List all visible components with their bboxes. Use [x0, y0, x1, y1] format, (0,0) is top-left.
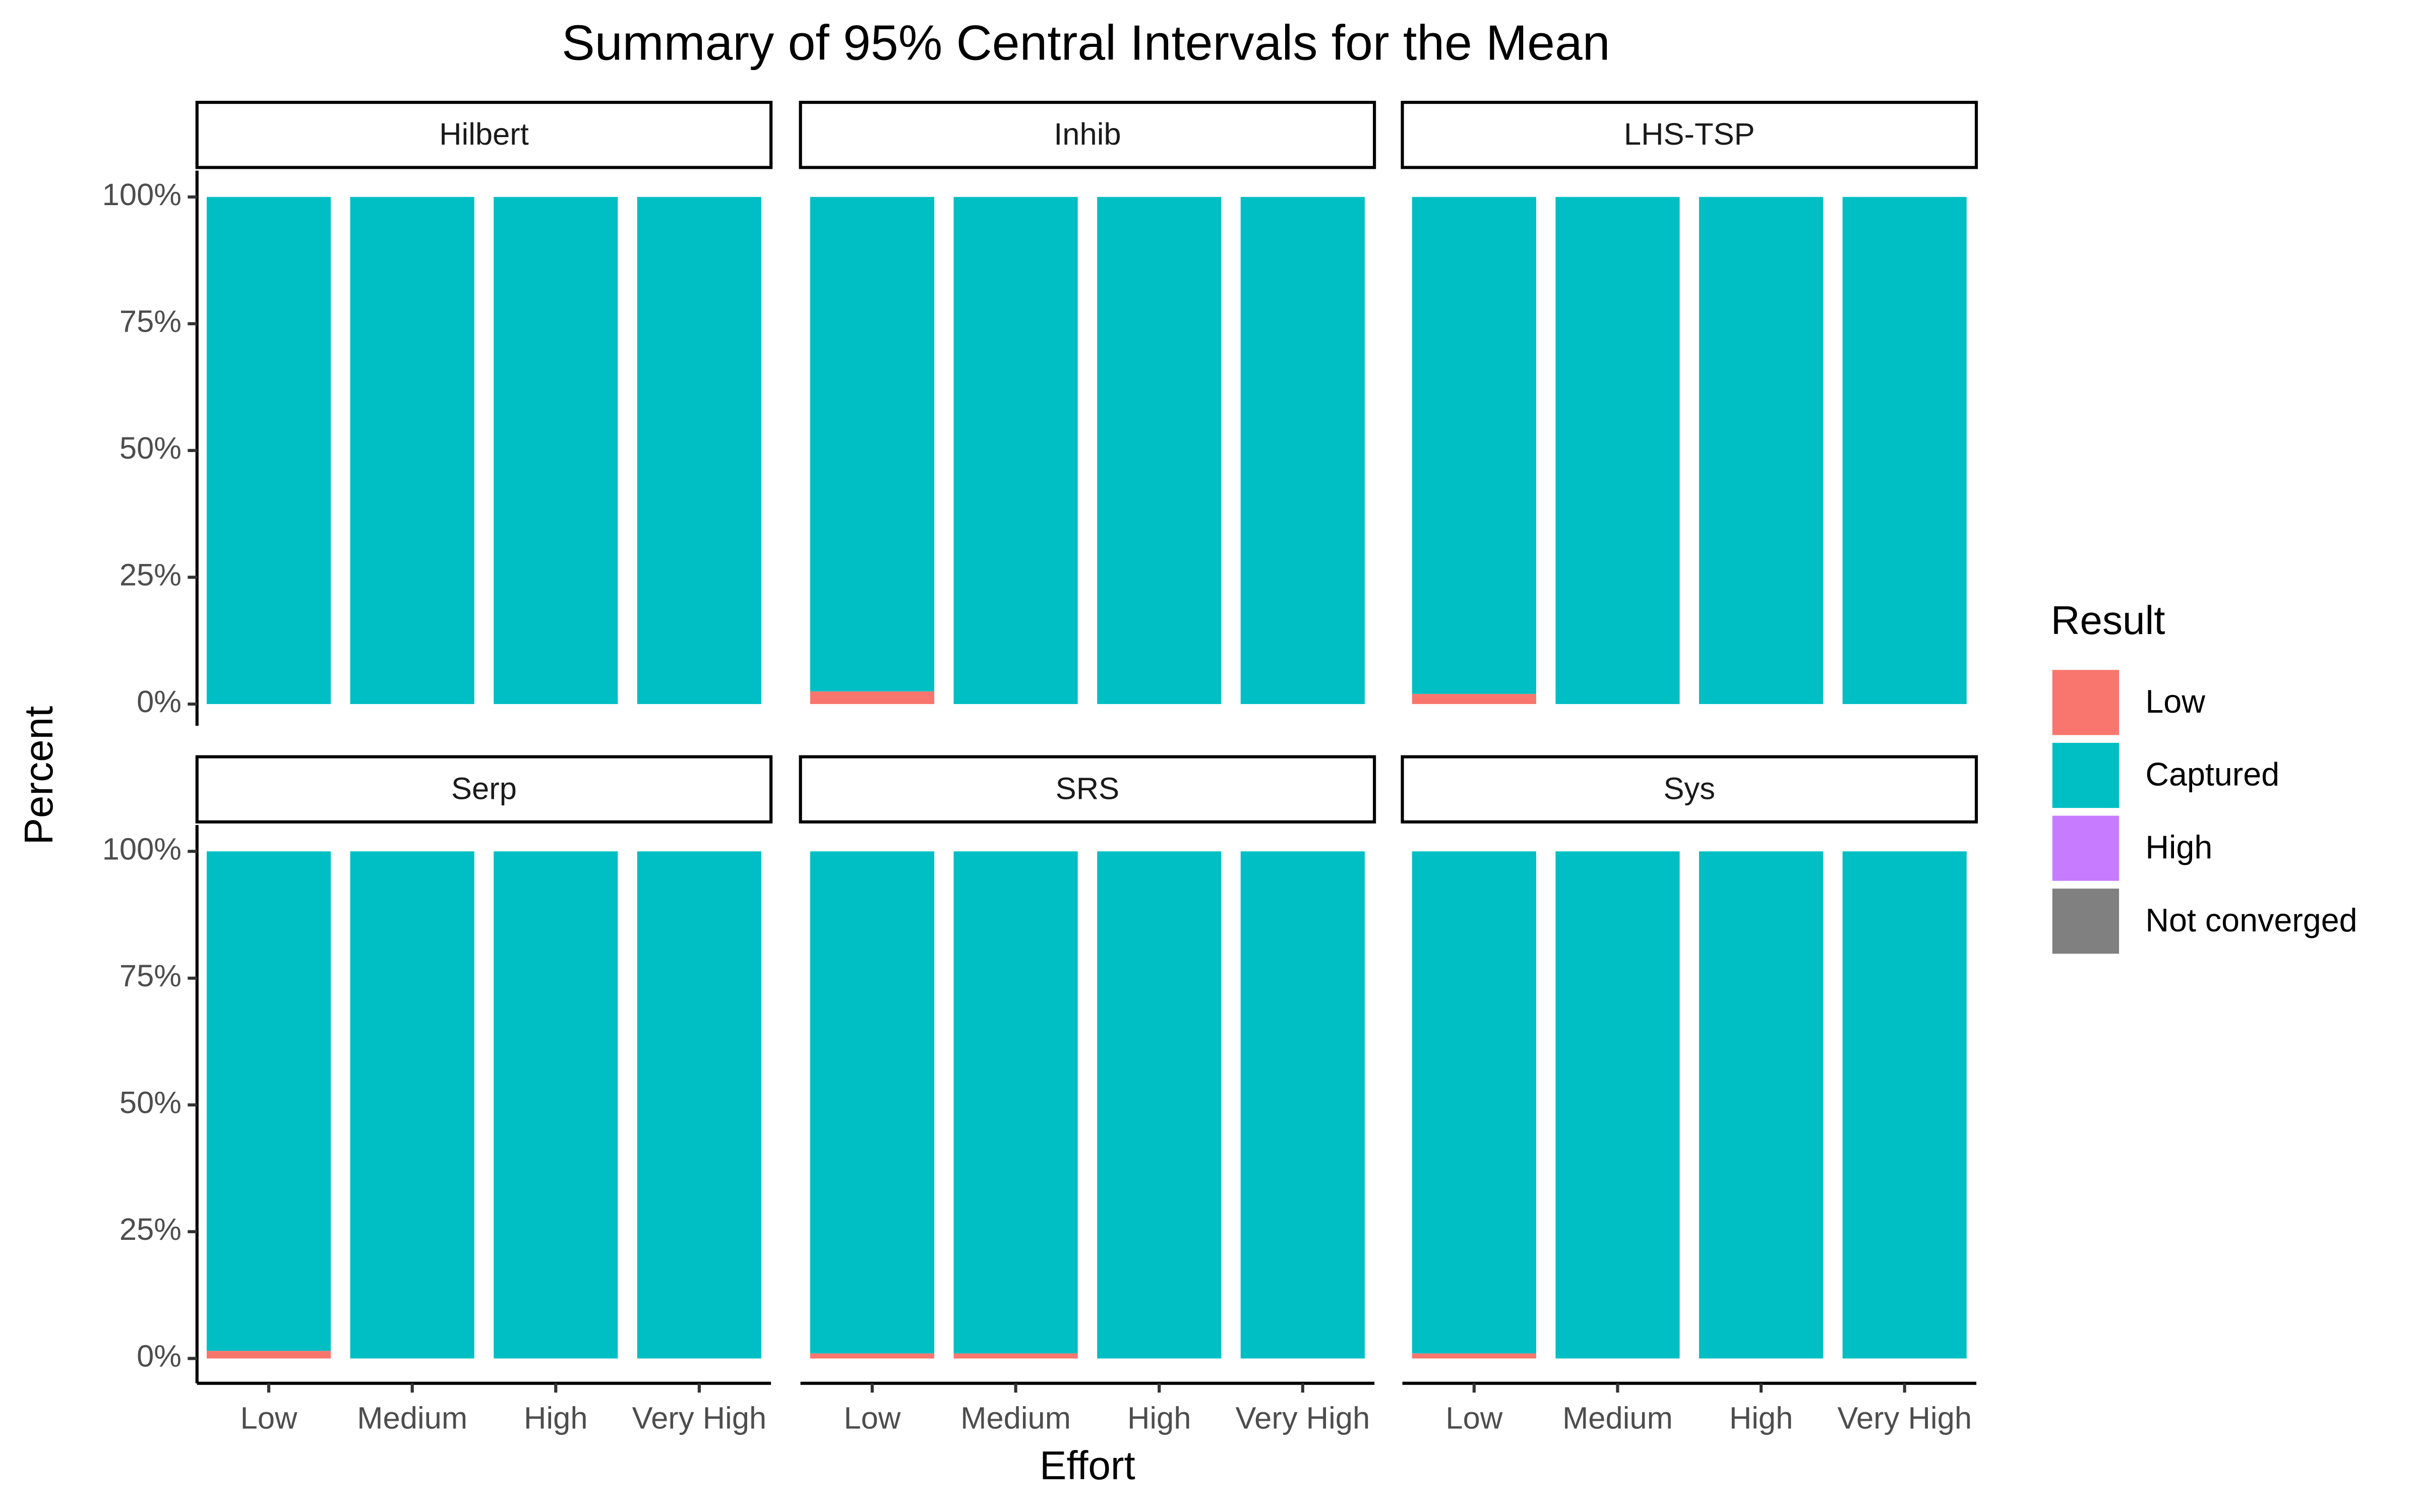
x-tick-label: High	[524, 1401, 588, 1436]
bar-segment	[494, 851, 618, 1359]
bar-segment	[1412, 197, 1536, 694]
strip-label: Serp	[451, 771, 517, 806]
y-tick-label: 75%	[119, 304, 182, 339]
bar-segment	[810, 691, 935, 704]
y-tick-label: 0%	[137, 684, 182, 719]
x-tick-label: Very High	[1235, 1401, 1370, 1436]
x-tick-label: Low	[1445, 1401, 1502, 1436]
bar-segment	[1699, 851, 1824, 1359]
bar-segment	[207, 1351, 331, 1359]
y-tick-label: 50%	[119, 1086, 182, 1120]
legend-label: Captured	[2145, 757, 2279, 793]
strip-label: Inhib	[1054, 117, 1121, 152]
bar-segment	[810, 851, 935, 1354]
bar-segment	[1412, 694, 1536, 704]
bar-segment	[1412, 851, 1536, 1354]
bar-segment	[953, 851, 1078, 1354]
bar-segment	[953, 197, 1078, 704]
y-axis-title: Percent	[16, 706, 61, 845]
bar-segment	[1842, 197, 1967, 704]
strip	[195, 755, 773, 824]
strip	[799, 101, 1376, 169]
bar-segment	[1097, 851, 1222, 1359]
bar-segment	[1097, 197, 1222, 704]
x-tick-label: Medium	[1562, 1401, 1673, 1436]
x-tick-label: Medium	[357, 1401, 467, 1436]
bar-segment	[1699, 197, 1824, 704]
legend-label: High	[2145, 829, 2212, 865]
x-tick-label: High	[1729, 1401, 1793, 1436]
bar-segment	[350, 197, 474, 704]
strip-label: Hilbert	[439, 117, 529, 152]
x-tick-label: Medium	[960, 1401, 1071, 1436]
y-tick-label: 100%	[102, 832, 182, 866]
bar-segment	[1555, 851, 1680, 1359]
bar-segment	[494, 197, 618, 704]
strip	[799, 755, 1376, 824]
legend-key	[2052, 670, 2120, 735]
chart-title: Summary of 95% Central Intervals for the…	[562, 15, 1610, 70]
legend-title: Result	[2051, 598, 2165, 643]
bar-segment	[810, 197, 935, 691]
x-tick-label: Low	[240, 1401, 297, 1436]
bar-segment	[1842, 851, 1967, 1359]
bar-segment	[810, 1353, 935, 1359]
legend-key	[2052, 742, 2120, 808]
legend-key	[2052, 889, 2120, 954]
bar-segment	[207, 851, 331, 1351]
bar-segment	[1240, 851, 1365, 1359]
strip-label: Sys	[1663, 771, 1715, 806]
strip	[195, 101, 773, 169]
y-tick-label: 50%	[119, 431, 182, 466]
strip	[1401, 101, 1978, 169]
x-tick-label: High	[1127, 1401, 1191, 1436]
x-axis-title: Effort	[1040, 1443, 1135, 1488]
bar-segment	[637, 851, 761, 1359]
y-tick-label: 25%	[119, 558, 182, 593]
bar-segment	[953, 1353, 1078, 1359]
x-tick-label: Low	[844, 1401, 901, 1436]
y-tick-label: 25%	[119, 1212, 182, 1247]
strip-label: LHS-TSP	[1624, 117, 1755, 152]
x-tick-label: Very High	[1837, 1401, 1972, 1436]
bar-segment	[207, 197, 331, 704]
y-tick-label: 0%	[137, 1339, 182, 1374]
strip	[1401, 755, 1978, 824]
bar-segment	[637, 197, 761, 704]
y-tick-label: 75%	[119, 959, 182, 993]
strip-label: SRS	[1056, 771, 1119, 806]
bar-segment	[1555, 197, 1680, 704]
legend-key	[2052, 815, 2120, 881]
bar-segment	[1412, 1353, 1536, 1359]
legend-label: Not converged	[2145, 902, 2357, 938]
x-tick-label: Very High	[632, 1401, 767, 1436]
bar-segment	[1240, 197, 1365, 704]
y-tick-label: 100%	[102, 177, 182, 212]
bar-segment	[350, 851, 474, 1359]
legend-label: Low	[2145, 683, 2205, 720]
